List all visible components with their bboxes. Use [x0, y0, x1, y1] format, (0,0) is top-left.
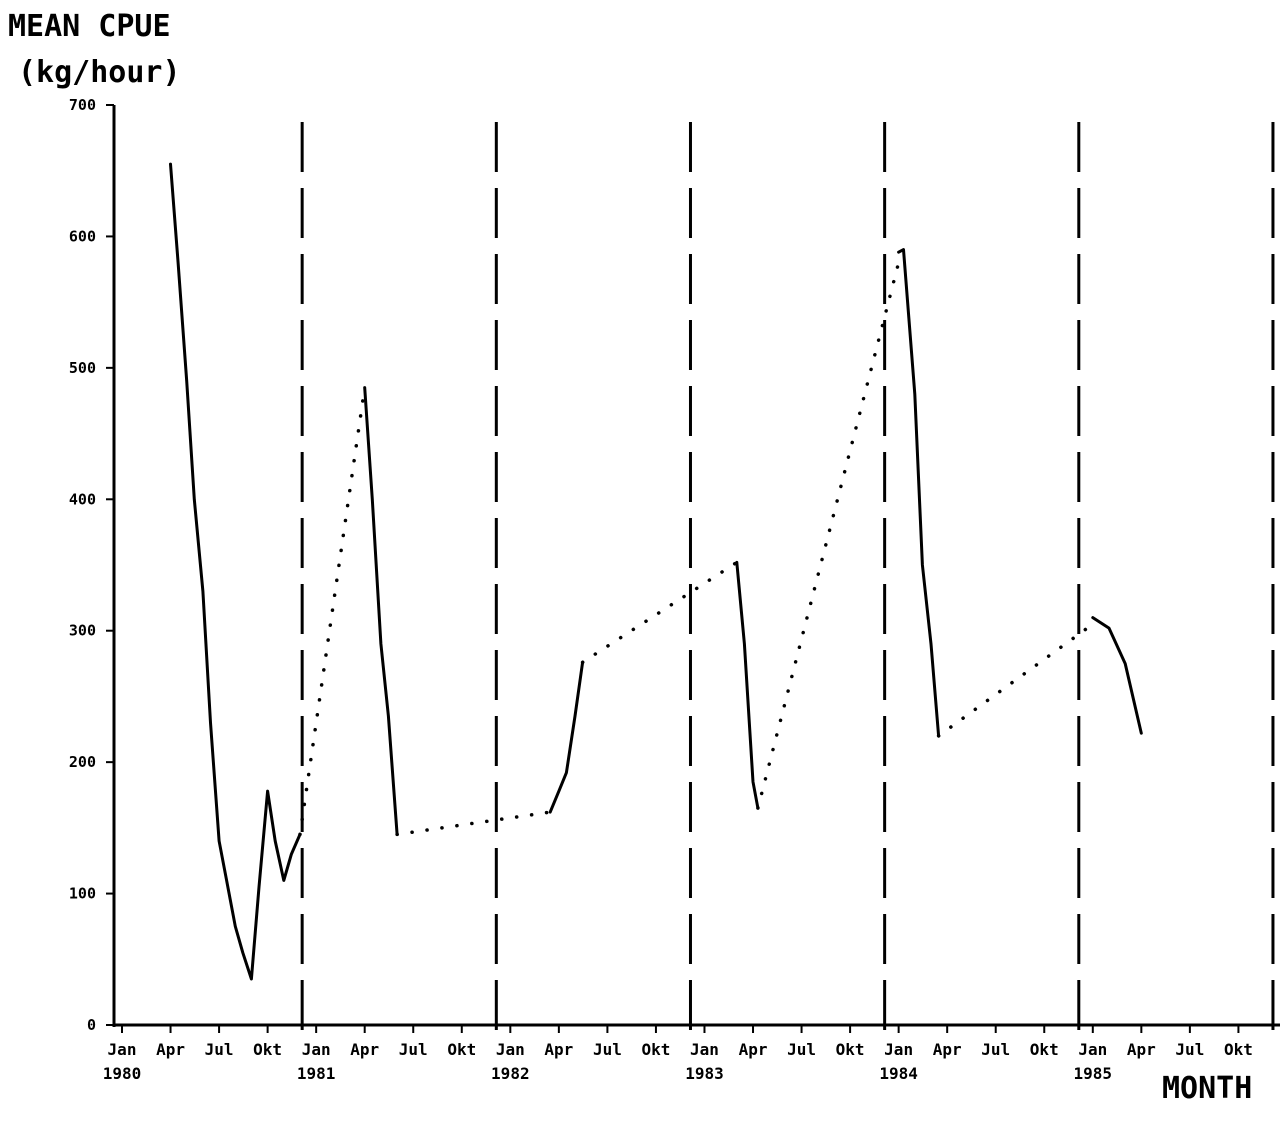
x-tick-label-month: Jul [1175, 1040, 1204, 1059]
x-tick-label-month: Jul [205, 1040, 234, 1059]
x-tick-label-year: 1980 [103, 1064, 142, 1083]
y-tick-label: 700 [69, 96, 96, 114]
x-tick-label-month: Jan [884, 1040, 913, 1059]
y-tick-label: 300 [69, 622, 96, 640]
solid-series-line [735, 560, 760, 810]
x-tick-label-month: Jan [496, 1040, 525, 1059]
x-tick-label-year: 1983 [685, 1064, 724, 1083]
x-tick-label-month: Apr [156, 1040, 185, 1059]
dotted-series-line [395, 810, 552, 837]
x-tick-label-year: 1985 [1074, 1064, 1113, 1083]
x-tick-label-month: Apr [933, 1040, 962, 1059]
dotted-series-line [936, 622, 1095, 738]
x-tick-label-month: Okt [447, 1040, 476, 1059]
solid-series-line [169, 162, 302, 981]
x-tick-label-year: 1984 [879, 1064, 918, 1083]
x-tick-label-month: Okt [1030, 1040, 1059, 1059]
y-tick-label: 400 [69, 490, 96, 508]
x-tick-label-month: Apr [350, 1040, 379, 1059]
dotted-series-line [756, 260, 901, 810]
x-tick-label-month: Jan [302, 1040, 331, 1059]
x-tick-label-month: Jan [1078, 1040, 1107, 1059]
x-tick-label-month: Apr [544, 1040, 573, 1059]
x-tick-label-year: 1981 [297, 1064, 336, 1083]
y-tick-label: 600 [69, 227, 96, 245]
x-tick-label-year: 1982 [491, 1064, 530, 1083]
x-tick-label-month: Jul [981, 1040, 1010, 1059]
x-tick-label-month: Jul [399, 1040, 428, 1059]
y-tick-label: 500 [69, 359, 96, 377]
x-tick-label-month: Apr [739, 1040, 768, 1059]
y-tick-label: 100 [69, 885, 96, 903]
x-tick-label-month: Okt [836, 1040, 865, 1059]
x-tick-label-month: Jan [690, 1040, 719, 1059]
x-tick-label-month: Okt [641, 1040, 670, 1059]
x-tick-label-month: Okt [1224, 1040, 1253, 1059]
y-tick-label: 0 [87, 1016, 96, 1034]
data-series [169, 162, 1143, 981]
axes [112, 105, 1280, 1027]
solid-series-line [1091, 616, 1143, 735]
y-axis-title-line2: (kg/hour) [18, 55, 181, 90]
dotted-series-line [298, 385, 367, 837]
y-tick-label: 200 [69, 753, 96, 771]
x-tick-label-month: Jan [108, 1040, 137, 1059]
x-tick-label-month: Jul [787, 1040, 816, 1059]
x-axis-title: MONTH [1162, 1071, 1252, 1106]
dotted-series-line [580, 560, 739, 665]
tick-labels: 0 100 200 300 400 500 600 700 Jan Apr Jul Okt 1980 Ja… [69, 96, 1253, 1083]
solid-series-line [897, 248, 941, 738]
x-tick-label-month: Apr [1127, 1040, 1156, 1059]
solid-series-line [363, 386, 399, 836]
solid-series-line [548, 660, 585, 814]
x-tick-label-month: Okt [253, 1040, 282, 1059]
year-gridlines [300, 122, 1275, 1030]
y-axis-title-line1: MEAN CPUE [8, 9, 171, 44]
x-tick-label-month: Jul [593, 1040, 622, 1059]
